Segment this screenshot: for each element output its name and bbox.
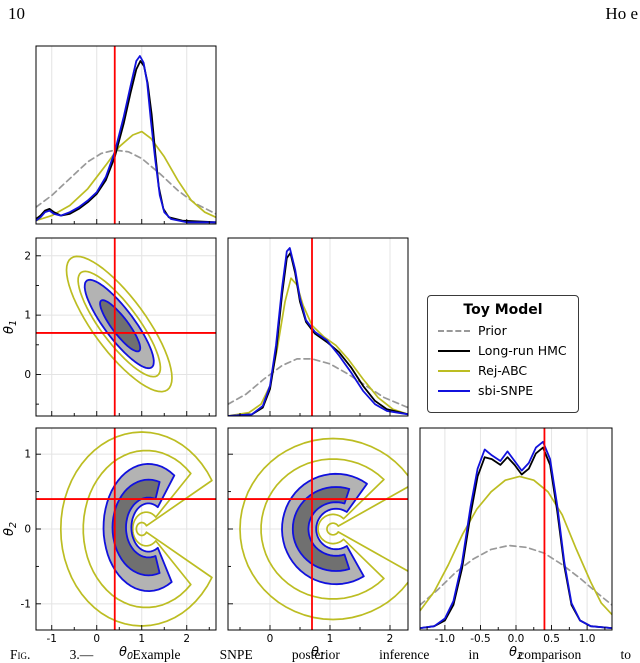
- legend-item-hmc: Long-run HMC: [438, 344, 568, 358]
- panel-bg: [36, 46, 216, 224]
- contour-rejabc: [65, 255, 173, 393]
- curve-snpe: [36, 55, 216, 224]
- figure-caption: Fig. 3.— Example SNPE posterior inferenc…: [10, 647, 631, 663]
- x-tick-label: 1: [327, 633, 334, 645]
- legend: Toy Model Prior Long-run HMC Rej-ABC sbi…: [427, 295, 579, 413]
- contour-snpe: [111, 478, 161, 577]
- x-tick-label: 0.0: [508, 633, 525, 645]
- panel-theta2-marginal: -1.0 -0.5 0.0 0.5 1.0θ2: [419, 427, 613, 662]
- y-tick-label: 1: [24, 310, 31, 322]
- curve-prior: [36, 149, 216, 215]
- page-header: 10 Ho e: [8, 4, 638, 24]
- ticks: [51, 219, 210, 224]
- legend-item-rejabc: Rej-ABC: [438, 364, 568, 378]
- contour-rejabc: [59, 431, 213, 627]
- y-tick-label: 1: [24, 449, 31, 461]
- legend-item-prior: Prior: [438, 324, 568, 338]
- page-number: 10: [8, 4, 25, 23]
- ticks: [228, 453, 391, 630]
- snpe-line-sample: [438, 390, 470, 392]
- hmc-line-sample: [438, 350, 470, 352]
- x-tick-label: -1: [47, 633, 57, 645]
- ticks: [36, 255, 210, 416]
- curve-rejabc: [36, 130, 216, 222]
- panel-theta0-marginal: [35, 45, 217, 225]
- ticks: [426, 625, 606, 630]
- x-tick-label: 2: [183, 633, 190, 645]
- x-tick-label: 0: [93, 633, 100, 645]
- caption-text: Example SNPE posterior inference in comp…: [132, 647, 631, 662]
- prior-line-sample: [438, 330, 470, 332]
- legend-item-snpe: sbi-SNPE: [438, 384, 568, 398]
- ticks: [239, 411, 391, 416]
- y-tick-label: 0: [24, 369, 31, 381]
- panel-border: [35, 237, 217, 417]
- x-tick-label: 1.0: [579, 633, 596, 645]
- contour-rejabc: [77, 270, 162, 378]
- curve-hmc: [228, 252, 408, 416]
- x-tick-label: -1.0: [435, 633, 456, 645]
- x-tick-label: 0.5: [543, 633, 560, 645]
- panel-border: [35, 45, 217, 225]
- y-axis-title: θ2: [2, 522, 19, 536]
- y-tick-label: 2: [24, 250, 31, 262]
- legend-label-hmc: Long-run HMC: [478, 343, 567, 358]
- x-tick-label: 1: [138, 633, 145, 645]
- contour-rejabc: [260, 458, 385, 600]
- y-tick-label: 0: [24, 524, 31, 536]
- contour-rejabc: [82, 449, 192, 609]
- curve-snpe: [420, 440, 612, 629]
- panel-theta1-vs-theta0: 0 1 2 θ1: [2, 237, 217, 417]
- x-tick-label: 0: [267, 633, 274, 645]
- y-axis-title: θ1: [2, 320, 19, 334]
- panel-bg: [228, 238, 408, 416]
- y-tick-label: -1: [21, 598, 31, 610]
- legend-label-snpe: sbi-SNPE: [478, 383, 534, 398]
- rejabc-line-sample: [438, 370, 470, 372]
- x-tick-label: -0.5: [470, 633, 491, 645]
- panel-theta1-marginal: [227, 237, 409, 417]
- legend-title: Toy Model: [463, 302, 543, 318]
- legend-label-prior: Prior: [478, 323, 507, 338]
- panel-theta2-vs-theta1: 0 1 2θ1: [227, 427, 409, 662]
- ticks: [36, 453, 210, 630]
- curve-rejabc: [420, 475, 612, 616]
- running-head: Ho e: [605, 4, 638, 23]
- legend-label-rejabc: Rej-ABC: [478, 363, 528, 378]
- curve-prior: [420, 544, 612, 606]
- contour-rejabc: [239, 437, 408, 621]
- contour-snpe: [291, 486, 351, 572]
- x-tick-label: 2: [387, 633, 394, 645]
- curve-snpe: [228, 247, 408, 416]
- panel-border: [227, 237, 409, 417]
- caption-prefix: Fig. 3.—: [10, 647, 94, 662]
